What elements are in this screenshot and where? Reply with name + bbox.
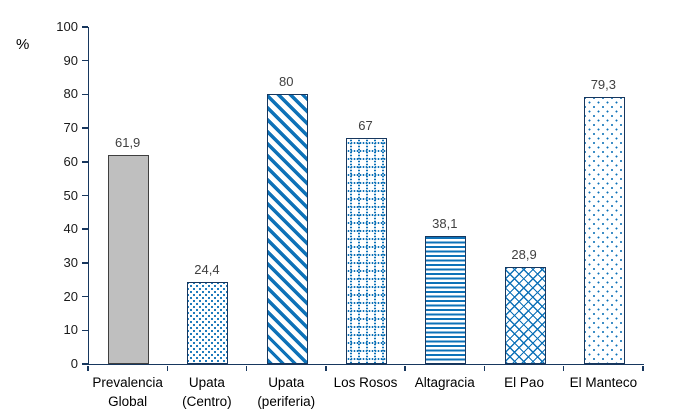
y-axis-tick-label: 80: [63, 86, 78, 102]
bar: [266, 94, 308, 364]
bar: [504, 266, 546, 364]
x-axis-tick: [325, 365, 327, 371]
y-axis-tick-label: 90: [63, 52, 78, 68]
y-axis-tick: [82, 26, 88, 28]
bar-value-label: 24,4: [194, 261, 220, 277]
y-axis-tick-label: 70: [63, 120, 78, 136]
y-axis-tick: [82, 295, 88, 298]
y-axis-tick: [82, 329, 88, 332]
bar-value-label: 80: [278, 74, 294, 90]
x-axis-category-label: Upata (Centro): [182, 375, 232, 409]
y-axis-tick-label: 40: [63, 221, 78, 237]
y-axis-tick-label: 100: [56, 19, 78, 34]
bar: [583, 96, 625, 364]
bar: [187, 281, 229, 364]
plot-area: [88, 27, 644, 365]
y-axis-tick: [82, 93, 88, 96]
y-axis-tick: [82, 228, 88, 230]
y-axis-tick-label: 10: [63, 322, 78, 338]
x-axis-tick: [642, 365, 644, 371]
bar-value-label: 38,1: [432, 215, 458, 231]
y-axis-unit-label: %: [16, 36, 30, 53]
x-axis-category-label: Prevalencia Global: [92, 375, 163, 409]
x-axis-category-label: Upata (periferia): [257, 375, 316, 409]
y-axis-tick-label: 20: [63, 288, 78, 304]
y-axis-tick: [82, 59, 88, 62]
y-axis-tick-label: 30: [63, 254, 78, 270]
y-axis-tick: [82, 127, 88, 129]
y-axis-tick-label: 0: [70, 356, 78, 371]
y-axis-tick: [82, 262, 88, 264]
x-axis-category-label: El Pao: [504, 375, 544, 390]
x-axis-tick: [245, 365, 248, 371]
x-axis-tick: [483, 365, 486, 371]
y-axis-tick-label: 60: [63, 153, 78, 169]
bar-value-label: 79,3: [590, 76, 616, 92]
x-axis-tick: [404, 365, 406, 371]
bar-value-label: 61,9: [114, 135, 141, 151]
bar-value-label: 28,9: [511, 246, 537, 262]
bar: [425, 235, 467, 364]
y-axis-tick-label: 50: [63, 187, 78, 203]
y-axis-tick: [82, 161, 88, 163]
x-axis-category-label: Altagracia: [414, 375, 475, 390]
x-axis-tick: [166, 365, 169, 371]
x-axis-category-label: El Manteco: [569, 375, 638, 390]
x-axis-tick: [87, 365, 89, 371]
x-axis-tick: [562, 365, 565, 371]
bar: [346, 138, 387, 364]
bar: [108, 155, 150, 364]
x-axis-category-label: Los Rosos: [333, 375, 398, 390]
y-axis-tick: [82, 363, 88, 365]
y-axis-tick: [82, 194, 88, 197]
bar-value-label: 67: [358, 118, 373, 134]
